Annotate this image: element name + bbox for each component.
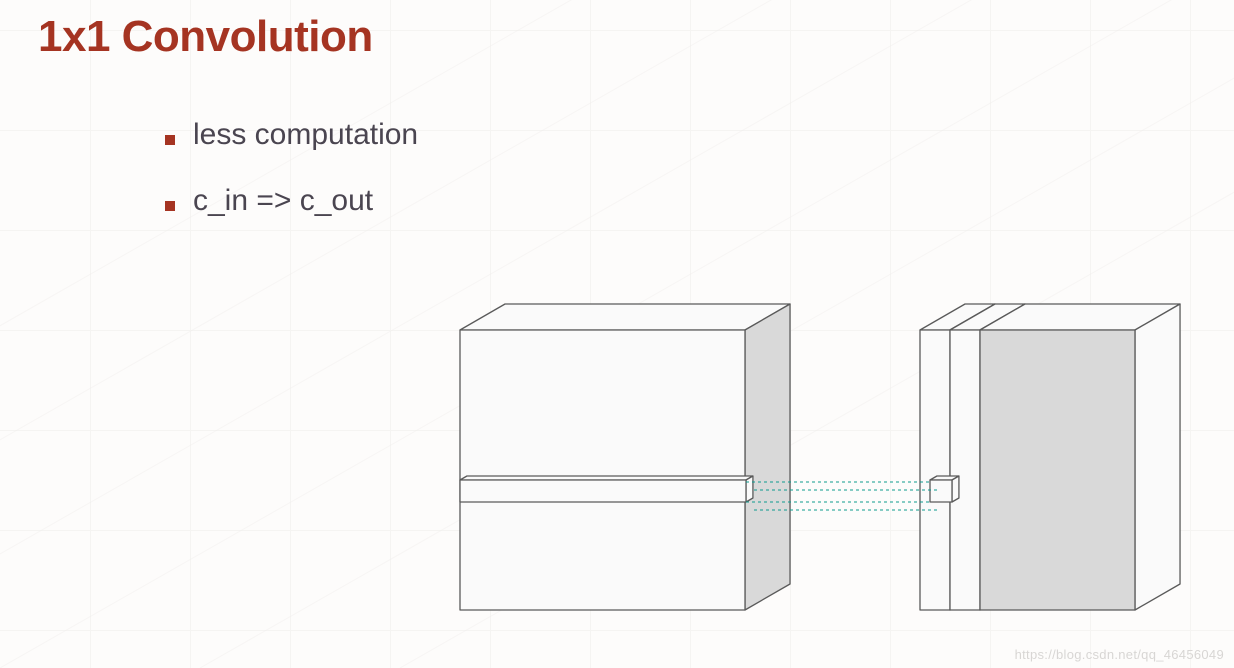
watermark: https://blog.csdn.net/qq_46456049 bbox=[1015, 647, 1224, 662]
conv-diagram bbox=[0, 0, 1234, 668]
